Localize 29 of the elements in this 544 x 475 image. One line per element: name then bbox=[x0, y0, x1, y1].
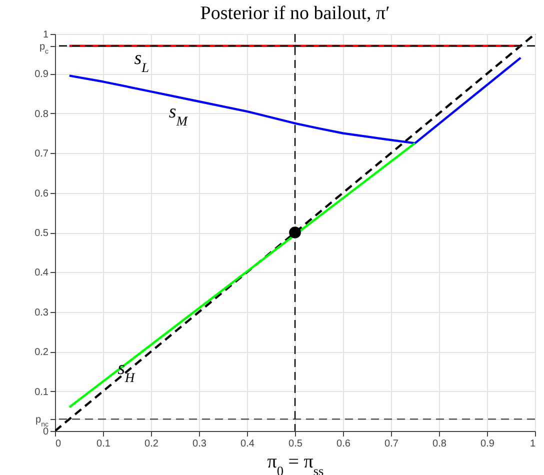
annotation: s$_{M}$ bbox=[168, 102, 188, 128]
y-tick-label: 0.1 bbox=[34, 386, 49, 398]
y-tick-label: 0.4 bbox=[34, 268, 49, 279]
x-tick-label: 1 bbox=[530, 438, 536, 450]
x-tick-label: 0.8 bbox=[432, 438, 447, 450]
y-tick-label: 0.3 bbox=[34, 307, 49, 318]
y-tick-label: 0.9 bbox=[34, 69, 49, 80]
x-tick-label: 0.5 bbox=[288, 438, 303, 450]
line-series bbox=[68, 56, 522, 144]
y-tick-label: p$_{c}$ bbox=[39, 41, 49, 55]
y-tick-label: 0 bbox=[42, 426, 49, 438]
x-tick-label: 0.3 bbox=[192, 438, 207, 450]
y-tick-label: 1 bbox=[42, 30, 49, 40]
x-tick-label: 0.4 bbox=[240, 438, 255, 450]
y-tick-label: 0.5 bbox=[34, 228, 49, 239]
x-tick-label: 0.7 bbox=[384, 438, 399, 450]
x-tick-label: 0.6 bbox=[336, 438, 351, 450]
x-axis-title: π$_{0}$ = π$_{ss}$ bbox=[267, 452, 324, 475]
x-tick-label: 0.9 bbox=[480, 438, 495, 450]
y-tick-label: 0.2 bbox=[34, 347, 49, 358]
y-tick-label: p$_{nc}$ bbox=[36, 414, 49, 428]
y-tick-label: 0.7 bbox=[34, 148, 49, 160]
y-tick-label: 0.8 bbox=[34, 108, 49, 120]
chart-title: Posterior if no bailout, π′ bbox=[200, 3, 390, 24]
x-tick-label: 0.1 bbox=[96, 438, 111, 450]
annotation: s$_{L}$ bbox=[134, 48, 149, 74]
x-tick-label: 0.2 bbox=[144, 438, 159, 450]
x-tick-label: 0 bbox=[56, 438, 62, 450]
y-tick-label: 0.6 bbox=[34, 188, 49, 200]
